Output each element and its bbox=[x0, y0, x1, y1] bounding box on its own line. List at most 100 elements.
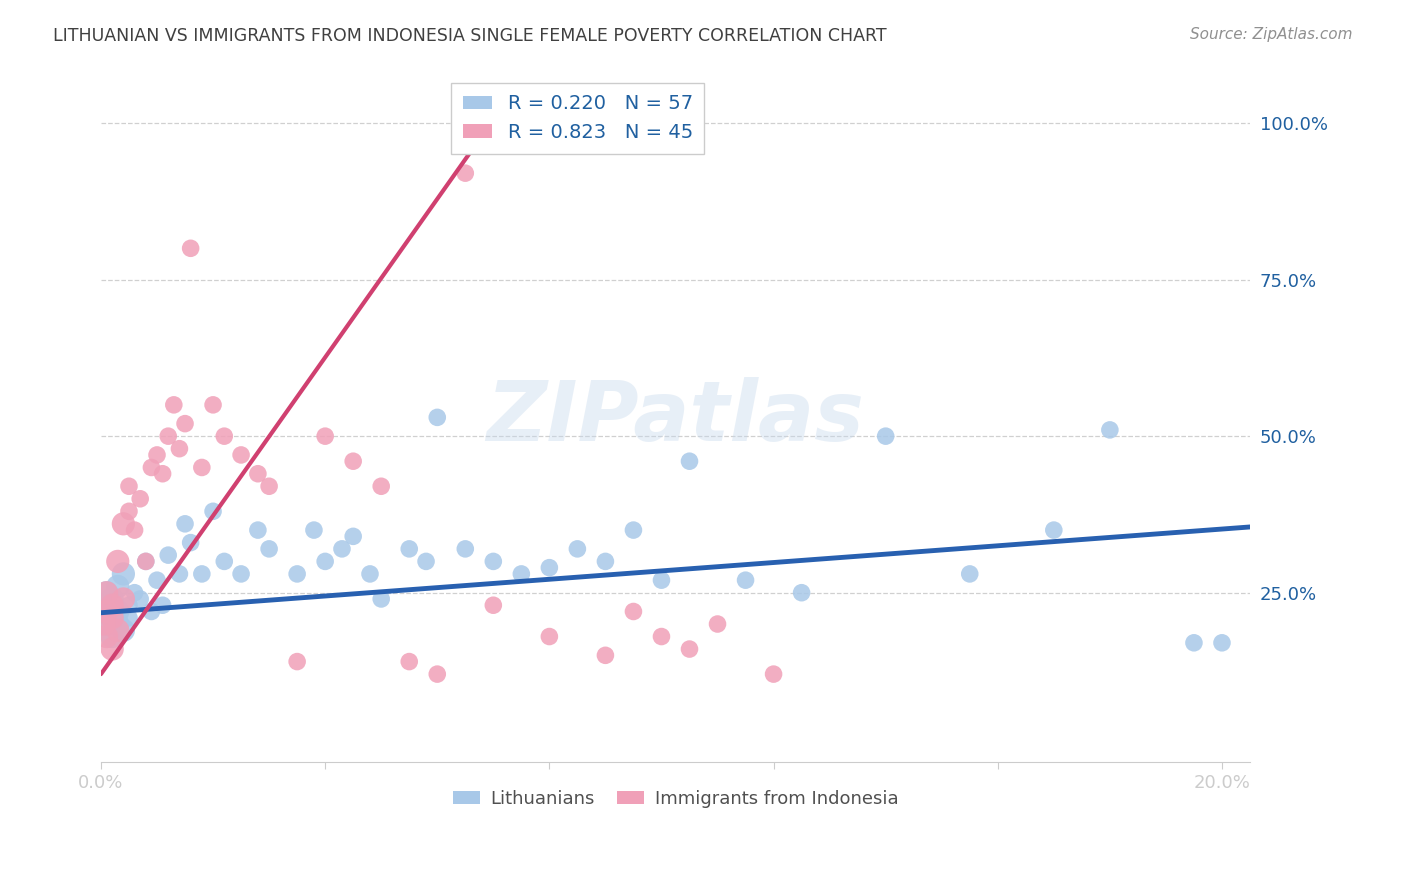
Point bbox=[1043, 523, 1066, 537]
Point bbox=[107, 624, 129, 638]
Point bbox=[118, 504, 141, 518]
Point bbox=[152, 467, 174, 481]
Point bbox=[1098, 423, 1121, 437]
Point bbox=[330, 541, 353, 556]
Point bbox=[146, 448, 169, 462]
Point bbox=[790, 585, 813, 599]
Point bbox=[567, 541, 589, 556]
Point bbox=[246, 467, 269, 481]
Point bbox=[101, 611, 124, 625]
Point bbox=[285, 655, 308, 669]
Point bbox=[107, 605, 129, 619]
Point bbox=[875, 429, 897, 443]
Point bbox=[118, 599, 141, 613]
Point bbox=[214, 429, 236, 443]
Point bbox=[454, 541, 477, 556]
Point bbox=[96, 617, 118, 632]
Point bbox=[124, 523, 146, 537]
Point bbox=[482, 599, 505, 613]
Point bbox=[112, 624, 135, 638]
Point bbox=[101, 611, 124, 625]
Point bbox=[118, 611, 141, 625]
Point bbox=[678, 642, 700, 657]
Point bbox=[180, 241, 202, 255]
Point bbox=[101, 630, 124, 644]
Point bbox=[169, 442, 191, 456]
Point bbox=[146, 573, 169, 587]
Point bbox=[96, 585, 118, 599]
Point bbox=[174, 516, 197, 531]
Point bbox=[135, 554, 157, 568]
Point bbox=[706, 617, 728, 632]
Point bbox=[538, 560, 561, 574]
Point bbox=[112, 566, 135, 581]
Point bbox=[229, 566, 252, 581]
Point bbox=[257, 479, 280, 493]
Point bbox=[174, 417, 197, 431]
Point bbox=[359, 566, 381, 581]
Point bbox=[482, 554, 505, 568]
Point bbox=[302, 523, 325, 537]
Point bbox=[678, 454, 700, 468]
Point bbox=[538, 630, 561, 644]
Point bbox=[426, 667, 449, 681]
Point bbox=[129, 591, 152, 606]
Point bbox=[426, 410, 449, 425]
Point bbox=[1211, 636, 1233, 650]
Point bbox=[314, 554, 336, 568]
Point bbox=[314, 429, 336, 443]
Point bbox=[180, 535, 202, 549]
Point bbox=[510, 566, 533, 581]
Point bbox=[96, 630, 118, 644]
Point bbox=[96, 599, 118, 613]
Point bbox=[415, 554, 437, 568]
Point bbox=[93, 605, 115, 619]
Point bbox=[93, 617, 115, 632]
Point bbox=[202, 504, 225, 518]
Point bbox=[96, 585, 118, 599]
Point bbox=[96, 605, 118, 619]
Point bbox=[214, 554, 236, 568]
Point bbox=[101, 591, 124, 606]
Point bbox=[370, 591, 392, 606]
Point bbox=[135, 554, 157, 568]
Point bbox=[101, 599, 124, 613]
Point bbox=[191, 566, 214, 581]
Legend: Lithuanians, Immigrants from Indonesia: Lithuanians, Immigrants from Indonesia bbox=[446, 782, 905, 814]
Point bbox=[398, 541, 420, 556]
Point bbox=[257, 541, 280, 556]
Point bbox=[1182, 636, 1205, 650]
Point bbox=[129, 491, 152, 506]
Point bbox=[157, 429, 180, 443]
Point bbox=[112, 516, 135, 531]
Text: ZIPatlas: ZIPatlas bbox=[486, 377, 865, 458]
Point bbox=[650, 573, 672, 587]
Point bbox=[285, 566, 308, 581]
Point bbox=[734, 573, 756, 587]
Point bbox=[202, 398, 225, 412]
Point bbox=[454, 166, 477, 180]
Point bbox=[623, 605, 645, 619]
Point bbox=[595, 554, 617, 568]
Point bbox=[762, 667, 785, 681]
Point bbox=[246, 523, 269, 537]
Text: Source: ZipAtlas.com: Source: ZipAtlas.com bbox=[1189, 27, 1353, 42]
Point bbox=[118, 479, 141, 493]
Point bbox=[124, 585, 146, 599]
Point bbox=[623, 523, 645, 537]
Point bbox=[141, 460, 163, 475]
Point bbox=[163, 398, 186, 412]
Point bbox=[191, 460, 214, 475]
Point bbox=[141, 605, 163, 619]
Point bbox=[152, 599, 174, 613]
Point bbox=[595, 648, 617, 663]
Point bbox=[107, 617, 129, 632]
Point bbox=[650, 630, 672, 644]
Point bbox=[342, 454, 364, 468]
Point bbox=[107, 554, 129, 568]
Point bbox=[370, 479, 392, 493]
Point bbox=[959, 566, 981, 581]
Point bbox=[112, 591, 135, 606]
Point bbox=[398, 655, 420, 669]
Point bbox=[169, 566, 191, 581]
